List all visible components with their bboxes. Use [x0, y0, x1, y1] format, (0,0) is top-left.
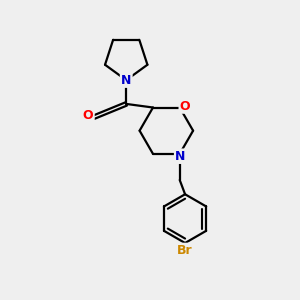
Text: O: O	[180, 100, 190, 112]
Text: O: O	[83, 109, 94, 122]
Text: N: N	[175, 150, 185, 163]
Text: N: N	[121, 74, 131, 87]
Text: Br: Br	[177, 244, 193, 257]
